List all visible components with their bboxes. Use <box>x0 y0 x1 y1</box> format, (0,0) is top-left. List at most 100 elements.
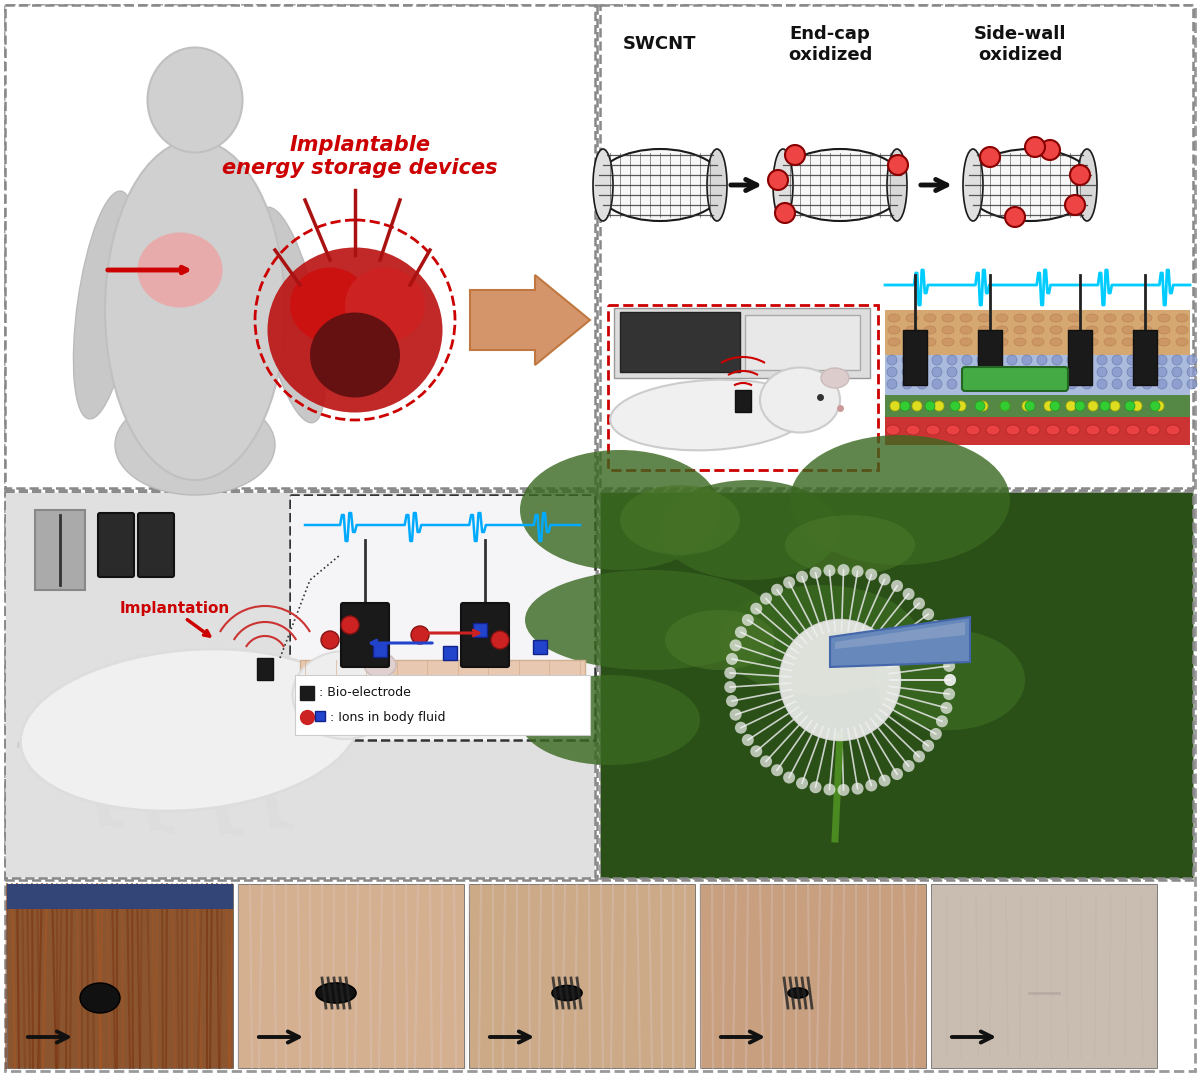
Circle shape <box>1037 367 1046 377</box>
Circle shape <box>888 155 908 175</box>
Circle shape <box>341 615 359 634</box>
Ellipse shape <box>926 425 940 435</box>
Circle shape <box>902 587 914 600</box>
Bar <box>175 148 215 188</box>
Ellipse shape <box>1086 338 1098 346</box>
Ellipse shape <box>1146 425 1160 435</box>
Bar <box>5 492 595 878</box>
Circle shape <box>772 764 784 776</box>
Bar <box>7 884 233 1068</box>
Ellipse shape <box>610 380 810 451</box>
Circle shape <box>1097 355 1108 365</box>
Circle shape <box>1132 401 1142 411</box>
Text: SWCNT: SWCNT <box>623 36 697 53</box>
Circle shape <box>1154 401 1164 411</box>
Circle shape <box>1000 401 1010 411</box>
Ellipse shape <box>1086 326 1098 334</box>
Ellipse shape <box>1066 425 1080 435</box>
Ellipse shape <box>964 148 983 221</box>
Ellipse shape <box>520 450 720 570</box>
Circle shape <box>1172 367 1182 377</box>
Circle shape <box>1082 355 1092 365</box>
Bar <box>300 660 586 714</box>
Ellipse shape <box>595 148 725 221</box>
Circle shape <box>887 379 898 390</box>
Circle shape <box>838 784 850 796</box>
Circle shape <box>943 688 955 700</box>
Ellipse shape <box>138 232 222 308</box>
Ellipse shape <box>906 338 918 346</box>
Ellipse shape <box>946 425 960 435</box>
Ellipse shape <box>620 485 740 555</box>
Bar <box>600 5 1193 489</box>
Ellipse shape <box>552 986 582 1001</box>
Ellipse shape <box>942 314 954 322</box>
Ellipse shape <box>996 338 1008 346</box>
Circle shape <box>780 620 900 740</box>
Circle shape <box>772 584 784 596</box>
Circle shape <box>922 608 934 620</box>
Ellipse shape <box>924 326 936 334</box>
FancyBboxPatch shape <box>138 513 174 577</box>
Ellipse shape <box>665 610 775 670</box>
Circle shape <box>902 367 912 377</box>
Bar <box>734 390 751 412</box>
Circle shape <box>734 626 746 638</box>
Bar <box>886 417 1190 445</box>
Circle shape <box>878 775 890 787</box>
Bar <box>620 312 740 372</box>
Ellipse shape <box>1050 314 1062 322</box>
Circle shape <box>917 379 928 390</box>
FancyBboxPatch shape <box>962 367 1068 391</box>
Bar <box>533 640 547 654</box>
Circle shape <box>1187 367 1198 377</box>
Circle shape <box>796 570 808 583</box>
Bar <box>1133 330 1157 385</box>
Circle shape <box>1157 367 1166 377</box>
Circle shape <box>992 355 1002 365</box>
Ellipse shape <box>1122 314 1134 322</box>
Ellipse shape <box>310 312 400 397</box>
Circle shape <box>1052 379 1062 390</box>
Circle shape <box>760 593 772 605</box>
Circle shape <box>892 768 904 780</box>
Circle shape <box>890 401 900 411</box>
Circle shape <box>1044 401 1054 411</box>
Circle shape <box>730 709 742 721</box>
Circle shape <box>936 633 948 645</box>
Circle shape <box>913 597 925 609</box>
Ellipse shape <box>1158 326 1170 334</box>
Circle shape <box>1142 379 1152 390</box>
Ellipse shape <box>1086 314 1098 322</box>
Circle shape <box>962 379 972 390</box>
Ellipse shape <box>924 314 936 322</box>
Circle shape <box>977 367 986 377</box>
Ellipse shape <box>1176 338 1188 346</box>
Circle shape <box>936 716 948 727</box>
Bar <box>886 310 1190 355</box>
Circle shape <box>980 147 1000 167</box>
Ellipse shape <box>821 368 850 388</box>
Circle shape <box>1097 367 1108 377</box>
Bar <box>614 308 870 378</box>
Ellipse shape <box>1158 338 1170 346</box>
Ellipse shape <box>593 148 613 221</box>
Circle shape <box>760 755 772 767</box>
Circle shape <box>932 379 942 390</box>
Ellipse shape <box>115 395 275 495</box>
Bar <box>473 623 487 637</box>
Ellipse shape <box>720 585 920 695</box>
Ellipse shape <box>1104 338 1116 346</box>
Circle shape <box>775 203 796 223</box>
Circle shape <box>823 565 835 577</box>
FancyBboxPatch shape <box>341 603 389 667</box>
Ellipse shape <box>1014 326 1026 334</box>
Ellipse shape <box>1126 425 1140 435</box>
Circle shape <box>1007 367 1018 377</box>
Ellipse shape <box>888 314 900 322</box>
Circle shape <box>878 574 890 585</box>
Ellipse shape <box>965 148 1096 221</box>
Circle shape <box>734 722 746 734</box>
Bar <box>608 305 878 470</box>
Ellipse shape <box>960 338 972 346</box>
